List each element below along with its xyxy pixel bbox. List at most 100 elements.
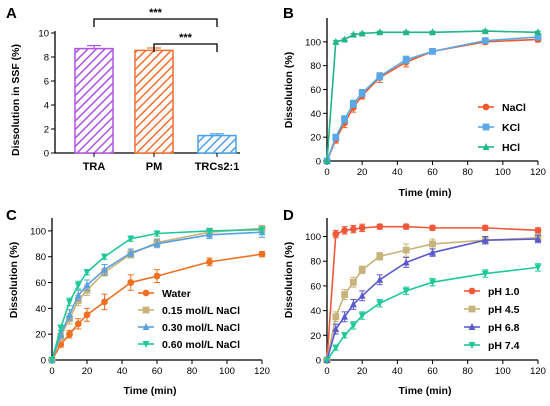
panel-a-significance-bracket (93, 18, 218, 27)
panel-c-x-tick-label: 60 (152, 366, 163, 377)
panel-letter-c: C (6, 207, 17, 224)
panel-b-x-tick-label: 60 (427, 167, 438, 178)
panel-c-y-tick-label: 40 (35, 304, 46, 315)
panel-d-legend-label: pH 7.4 (488, 340, 520, 352)
panel-d-data-point (534, 226, 542, 234)
panel-a-y-tick-label: 4 (44, 101, 49, 112)
panel-d-data-point (402, 287, 410, 295)
panel-c-data-point (101, 265, 108, 273)
panel-d-data-point (402, 258, 410, 266)
panel-c-data-point (258, 250, 266, 258)
panel-b-series-line (326, 36, 539, 162)
panel-c-x-tick-label: 20 (82, 366, 93, 377)
panel-d-x-tick-label: 100 (495, 366, 511, 377)
panel-d: D Dissolution (%) Time (min) 0 20 40 60 80 10… (283, 207, 546, 397)
panel-b-y-tick-label: 80 (310, 61, 321, 72)
panel-b-series-line (326, 30, 539, 162)
panel-b-data-point (358, 29, 366, 37)
panel-b-x-tick-label: 40 (392, 167, 403, 178)
panel-c-marks: 0 20 40 60 80 100 0 20 40 60 80 100 120 Water 0.15 mol… (30, 218, 270, 377)
panel-b-data-point (481, 27, 489, 35)
panel-c-x-tick-label: 40 (117, 366, 128, 377)
panel-c-series-line (51, 227, 263, 361)
panel-b-x-tick-label: 20 (357, 167, 368, 178)
panel-letter-b: B (283, 5, 294, 22)
panel-c-legend-label: 0.60 mol/L NaCl (162, 339, 240, 351)
panel-c-data-point (127, 248, 135, 256)
panel-c-xlabel: Time (min) (124, 385, 177, 397)
panel-c-data-point (153, 272, 161, 280)
panel-b-y-tick-label: 40 (310, 109, 321, 120)
panel-c-x-tick-label: 80 (187, 366, 198, 377)
panel-c-data-point (83, 311, 91, 319)
panel-b-x-tick-label: 120 (530, 167, 546, 178)
panel-d-data-point (341, 226, 348, 234)
panel-b-y-tick-label: 100 (305, 37, 321, 48)
panel-d-y-tick-label: 100 (305, 232, 321, 243)
panel-d-data-point (429, 248, 436, 256)
panel-b-y-tick-label: 0 (316, 157, 321, 168)
panel-a-ylabel: Dissolution in SSF (%) (10, 44, 22, 156)
panel-b-data-point (534, 33, 542, 41)
panel-d-x-tick-label: 120 (530, 366, 546, 377)
panel-b-data-point (358, 89, 366, 97)
panel-c-data-point (66, 298, 73, 306)
panel-c-data-point (258, 226, 266, 234)
panel-b-data-point (402, 56, 410, 64)
panel-b-data-point (323, 157, 331, 164)
panel-c-data-point (83, 281, 91, 289)
panel-d-data-point (323, 357, 331, 364)
panel-b-data-point (481, 37, 489, 45)
panel-b-x-tick-label: 80 (462, 167, 473, 178)
panel-c-data-point (101, 253, 108, 261)
panel-d-data-point (429, 279, 436, 287)
panel-d-data-point (376, 223, 384, 231)
panel-b-data-point (341, 115, 348, 123)
panel-c-data-point (74, 282, 82, 290)
panel-d-series-line (326, 266, 539, 361)
panel-a-y-tick-label: 8 (44, 53, 49, 64)
panel-d-data-point (534, 234, 542, 242)
panel-d-data-point (349, 322, 357, 330)
panel-b-data-point (349, 30, 357, 38)
panel-b-data-point (376, 28, 384, 36)
panel-d-legend-marker (468, 342, 476, 349)
panel-b-y-tick-label: 20 (310, 133, 321, 144)
panel-b-x-tick-label: 100 (495, 167, 511, 178)
panel-a-bar (197, 134, 237, 154)
panel-c-y-tick-label: 80 (35, 252, 46, 263)
panel-d-data-point (358, 266, 366, 274)
panel-d-legend-label: pH 6.8 (488, 322, 520, 334)
panel-b-data-point (429, 47, 436, 55)
panel-d-data-point (429, 240, 436, 248)
panel-c-data-point (66, 310, 73, 318)
panel-d-data-point (341, 332, 348, 340)
panel-b-legend-marker (482, 103, 490, 111)
panel-c-x-tick-label: 100 (219, 366, 235, 377)
panel-c-data-point (206, 258, 213, 266)
panel-d-data-point (534, 264, 542, 272)
panel-a-y-tick-label: 2 (44, 125, 49, 136)
panel-c-series-line (51, 231, 263, 361)
panel-b-xlabel: Time (min) (399, 187, 452, 199)
panel-d-data-point (376, 275, 384, 283)
panel-c-data-point (127, 279, 135, 286)
panel-c-data-point (74, 291, 82, 299)
panel-d-x-tick-label: 80 (462, 366, 473, 377)
panel-d-data-point (402, 246, 410, 254)
panel-c-y-tick-label: 60 (35, 278, 46, 289)
panel-b: B Dissolution (%) Time (min) 0 20 40 60 80 10… (283, 5, 546, 199)
panel-b-legend-label: HCl (502, 142, 520, 154)
panel-c-data-point (83, 269, 91, 277)
panel-d-y-tick-label: 60 (310, 281, 321, 292)
panel-d-data-point (429, 224, 436, 232)
panel-d-xlabel: Time (min) (399, 385, 452, 397)
panel-c-series-line (51, 253, 263, 361)
panel-d-x-tick-label: 0 (324, 366, 329, 377)
panel-a-marks: 0 2 4 6 8 10 TRA PM TRCs2:1 *** *** (38, 7, 240, 173)
panel-c-legend-marker (142, 306, 150, 314)
panel-c-x-tick-label: 120 (254, 366, 270, 377)
panel-d-data-point (332, 313, 340, 321)
panel-d-x-tick-label: 40 (392, 366, 403, 377)
panel-d-ylabel: Dissolution (%) (283, 242, 295, 318)
